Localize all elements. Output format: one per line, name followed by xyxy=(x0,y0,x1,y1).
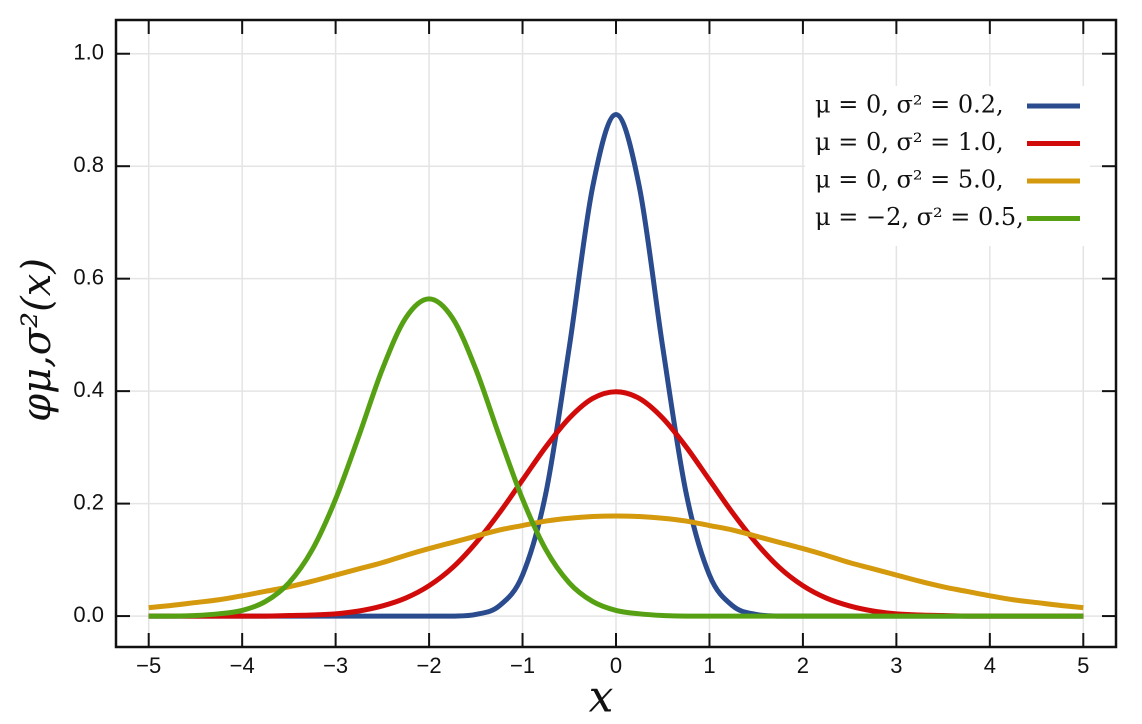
x-tick-label: 4 xyxy=(984,653,996,678)
legend-label: μ = 0, σ² = 5.0, xyxy=(815,166,1004,194)
curve xyxy=(148,513,1084,611)
x-axis-label: x xyxy=(589,672,614,723)
legend-label: μ = −2, σ² = 0.5, xyxy=(815,203,1024,231)
plot-frame xyxy=(114,18,1118,649)
x-tick-label: −4 xyxy=(230,653,255,678)
x-tick-label: 3 xyxy=(890,653,902,678)
x-tick-label: 0 xyxy=(610,653,622,678)
x-tick-label: 1 xyxy=(703,653,715,678)
legend: μ = 0, σ² = 0.2, μ = 0, σ² = 1.0, μ = 0, σ… xyxy=(805,86,1090,246)
legend-label: μ = 0, σ² = 1.0, xyxy=(815,128,1004,156)
x-tick-label: 2 xyxy=(797,653,809,678)
y-axis-label: φμ,σ²(x) xyxy=(14,258,60,422)
legend-label: μ = 0, σ² = 0.2, xyxy=(815,91,1004,119)
x-tick-label: −2 xyxy=(417,653,442,678)
x-tick-label: 5 xyxy=(1077,653,1089,678)
y-tick-label: 1.0 xyxy=(73,40,104,65)
y-tick-label: 0.6 xyxy=(73,264,104,289)
y-tick-label: 0.4 xyxy=(73,377,104,402)
y-tick-label: 0.0 xyxy=(73,602,104,627)
y-tick-label: 0.8 xyxy=(73,152,104,177)
x-tick-label: −5 xyxy=(136,653,161,678)
x-tick-label: −1 xyxy=(510,653,535,678)
curve xyxy=(148,296,1084,619)
y-tick-label: 0.2 xyxy=(73,489,104,514)
x-tick-label: −3 xyxy=(323,653,348,678)
